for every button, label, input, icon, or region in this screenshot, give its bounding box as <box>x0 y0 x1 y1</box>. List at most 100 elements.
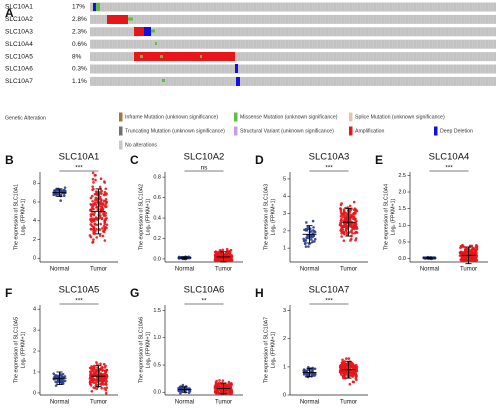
jitter-dot <box>313 237 317 241</box>
jitter-dot <box>94 203 98 206</box>
jitter-dot <box>95 205 99 209</box>
jitter-dot <box>311 219 315 223</box>
jitter-dot <box>309 230 313 233</box>
jitter-dot <box>351 362 355 366</box>
jitter-dot <box>307 245 310 248</box>
jitter-dot <box>343 373 347 376</box>
panel-title: SLC10A6 <box>184 285 225 296</box>
gene-label: SLC10A6 <box>5 66 33 73</box>
jitter-dot <box>101 368 105 372</box>
jitter-dot <box>344 219 348 223</box>
y-tick-label: 1 <box>33 369 36 375</box>
jitter-dot <box>340 213 344 216</box>
jitter-dot <box>339 221 342 225</box>
jitter-dot <box>103 222 106 226</box>
jitter-dot <box>353 231 357 235</box>
jitter-dot <box>103 228 106 231</box>
jitter-dot <box>354 237 358 240</box>
jitter-dot <box>459 251 462 254</box>
jitter-dot <box>61 372 65 376</box>
jitter-dot <box>105 200 108 204</box>
jitter-dot <box>101 234 105 238</box>
panel-letter: D <box>255 153 264 167</box>
jitter-dot <box>340 217 343 221</box>
significance-label: *** <box>325 298 333 305</box>
jitter-dot <box>62 188 66 192</box>
percent-label: 0.6% <box>72 41 87 48</box>
jitter-dot <box>95 197 99 201</box>
jitter-dot <box>92 213 96 217</box>
jitter-dot <box>349 239 352 242</box>
legend-label: Deep Deletion <box>440 128 473 134</box>
jitter-dot <box>62 194 66 198</box>
jitter-dot <box>348 223 352 226</box>
jitter-dot <box>213 385 217 389</box>
jitter-dot <box>227 250 231 253</box>
y-tick-label: 0.5 <box>153 362 161 368</box>
jitter-dot <box>470 249 474 252</box>
jitter-dot <box>89 196 93 200</box>
x-tick-label: Normal <box>175 267 194 273</box>
y-axis-label: The expression of SLC10A5 <box>13 317 19 383</box>
jitter-dot <box>55 192 58 196</box>
jitter-dot <box>355 231 359 234</box>
y-tick-label: 0.6 <box>153 195 161 201</box>
y-axis-label: The expression of SLC10A2 <box>138 184 144 250</box>
y-tick-label: 0.0 <box>398 256 406 262</box>
jitter-dot <box>342 239 346 242</box>
jitter-dot <box>463 256 467 260</box>
percent-label: 0.3% <box>72 66 87 73</box>
jitter-dot <box>95 361 98 364</box>
y-tick-label: 3 <box>283 308 286 314</box>
jitter-dot <box>91 185 94 188</box>
jitter-dot <box>93 211 96 215</box>
panel-title: SLC10A4 <box>429 152 470 163</box>
jitter-dot <box>306 225 310 229</box>
jitter-dot <box>104 364 107 368</box>
jitter-dot <box>352 217 356 221</box>
legend-label: No alterations <box>125 142 157 148</box>
x-tick-label: Normal <box>420 267 439 273</box>
jitter-dot <box>345 357 348 360</box>
y-tick-label: 4 <box>33 307 36 313</box>
jitter-dot <box>60 375 63 378</box>
jitter-dot <box>104 193 108 196</box>
jitter-dot <box>98 197 102 201</box>
y-tick-label: 2 <box>283 228 286 234</box>
legend-label: Structural Variant (unknown significance… <box>240 128 334 134</box>
jitter-dot <box>89 235 93 239</box>
jitter-dot <box>475 249 478 252</box>
percent-label: 17% <box>72 4 85 11</box>
jitter-dot <box>352 380 356 384</box>
jitter-dot <box>105 216 108 220</box>
jitter-dot <box>345 233 349 237</box>
jitter-dot <box>90 389 94 393</box>
jitter-dot <box>104 391 108 395</box>
y-axis-label: The expression of SLC10A3 <box>263 184 269 250</box>
jitter-dot <box>349 225 353 228</box>
y-tick-label: 0.0 <box>153 256 161 262</box>
jitter-dot <box>92 386 96 389</box>
jitter-dot <box>343 216 347 220</box>
jitter-dot <box>348 382 352 386</box>
jitter-dot <box>214 253 217 256</box>
jitter-dot <box>187 391 191 395</box>
jitter-dot <box>91 188 94 191</box>
jitter-dot <box>224 385 228 388</box>
y-axis-label: Log₂ (FPKM+1) <box>270 331 276 368</box>
jitter-dot <box>341 358 344 362</box>
y-tick-label: 3 <box>33 328 36 334</box>
jitter-dot <box>89 203 93 206</box>
jitter-dot <box>105 223 109 226</box>
y-tick-label: 0.4 <box>153 215 161 221</box>
y-axis-label: Log₂ (FPKM+1) <box>145 198 151 235</box>
jitter-dot <box>220 254 224 257</box>
sample-track <box>90 14 496 24</box>
jitter-dot <box>100 217 104 221</box>
jitter-dot <box>92 181 95 184</box>
x-tick-label: Tumor <box>215 400 232 406</box>
jitter-dot <box>310 373 314 377</box>
jitter-dot <box>213 250 217 254</box>
jitter-dot <box>56 379 60 382</box>
y-tick-label: 0.5 <box>398 239 406 245</box>
